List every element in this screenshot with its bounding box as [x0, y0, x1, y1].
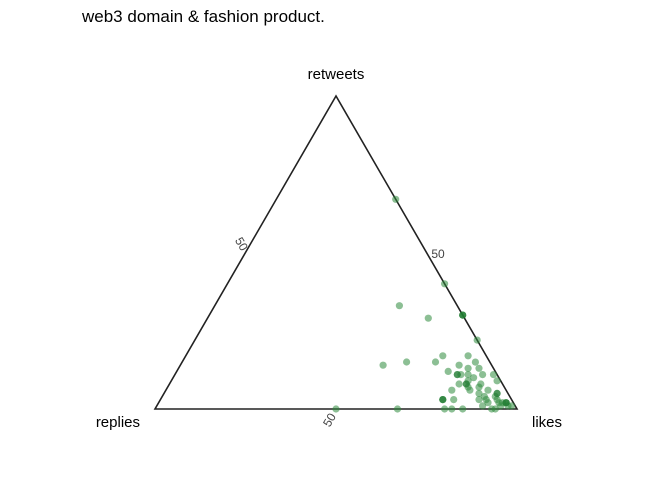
- data-point-9: [439, 352, 447, 360]
- data-point-22: [475, 389, 483, 397]
- data-point-7: [403, 358, 411, 366]
- data-point-23: [484, 386, 492, 394]
- data-point-3: [392, 195, 400, 203]
- tick-label-likes-50: 50: [320, 410, 339, 429]
- data-point-42: [450, 396, 458, 404]
- data-point-31: [493, 396, 501, 404]
- data-point-overlap-0: [453, 371, 461, 379]
- data-point-45: [459, 405, 467, 413]
- data-point-25: [475, 396, 483, 404]
- data-point-0: [473, 336, 481, 344]
- data-point-6: [379, 361, 387, 369]
- data-point-13: [464, 352, 472, 360]
- data-point-20: [466, 386, 474, 394]
- data-point-51: [493, 377, 501, 385]
- data-point-36: [455, 380, 463, 388]
- data-point-overlap-2: [462, 380, 470, 388]
- data-point-overlap-4: [439, 396, 447, 404]
- data-point-48: [491, 405, 499, 413]
- data-point-49: [393, 405, 402, 413]
- data-point-17: [479, 371, 487, 379]
- data-point-16: [475, 364, 483, 372]
- data-point-overlap-1: [459, 311, 467, 319]
- data-point-5: [424, 314, 432, 322]
- data-point-10: [444, 367, 452, 375]
- data-point-8: [431, 358, 440, 366]
- data-point-15: [470, 374, 478, 382]
- data-point-52: [489, 371, 498, 379]
- axis-label-replies: replies: [96, 414, 140, 431]
- data-point-38: [464, 371, 472, 379]
- tick-label-replies-50: 50: [232, 235, 251, 254]
- data-point-2: [441, 280, 449, 288]
- tick-label-retweets-50: 50: [431, 247, 445, 261]
- data-point-21: [475, 383, 483, 391]
- data-point-43: [441, 405, 449, 413]
- data-point-28: [479, 402, 487, 410]
- data-point-50: [332, 405, 340, 413]
- data-point-overlap-5: [502, 399, 510, 407]
- data-point-44: [448, 405, 456, 413]
- data-point-40: [448, 386, 456, 394]
- axis-label-retweets: retweets: [308, 66, 365, 83]
- data-point-14: [471, 358, 479, 366]
- data-point-12: [464, 364, 472, 372]
- data-point-35: [508, 402, 516, 410]
- data-point-4: [395, 302, 403, 310]
- data-points: [332, 195, 516, 413]
- ternary-frame: [153, 94, 519, 410]
- data-point-27: [484, 399, 492, 407]
- data-point-overlap-3: [493, 389, 501, 397]
- axis-label-likes: likes: [532, 414, 562, 431]
- data-point-11: [455, 361, 463, 369]
- chart-title: web3 domain & fashion product.: [81, 7, 325, 26]
